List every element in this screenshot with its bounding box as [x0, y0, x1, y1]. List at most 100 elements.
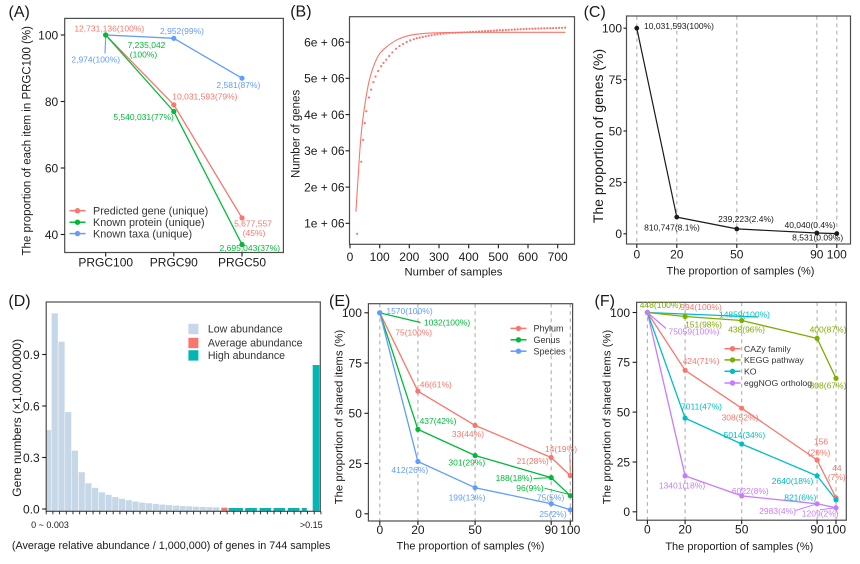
svg-text:5,677,557: 5,677,557: [234, 219, 272, 229]
svg-text:100: 100: [370, 250, 390, 264]
svg-text:Low abundance: Low abundance: [208, 324, 283, 336]
svg-text:25: 25: [617, 455, 631, 469]
svg-text:46(61%): 46(61%): [420, 380, 452, 390]
svg-text:50: 50: [730, 247, 744, 261]
svg-text:40: 40: [45, 228, 59, 242]
svg-text:100: 100: [610, 306, 630, 320]
svg-text:The proportion of shared items: The proportion of shared items (%): [334, 329, 346, 504]
svg-text:75059(100%): 75059(100%): [668, 327, 719, 337]
svg-text:2640(18%): 2640(18%): [772, 476, 814, 486]
svg-text:2983(4%): 2983(4%): [759, 506, 796, 516]
svg-text:20: 20: [678, 523, 692, 537]
svg-text:The proportion of samples (%): The proportion of samples (%): [667, 265, 815, 277]
svg-text:424(71%): 424(71%): [683, 356, 720, 366]
svg-text:The proportion of genes (%): The proportion of genes (%): [590, 49, 606, 223]
svg-text:100: 100: [826, 523, 846, 537]
svg-text:50: 50: [349, 407, 363, 421]
svg-text:810,747(8.1%): 810,747(8.1%): [644, 222, 700, 232]
svg-text:0.6: 0.6: [23, 399, 40, 413]
svg-text:PRGC50: PRGC50: [218, 256, 266, 270]
svg-text:0: 0: [347, 250, 354, 264]
svg-text:1e + 06: 1e + 06: [304, 217, 345, 231]
svg-text:(C): (C): [584, 4, 606, 21]
svg-text:PRGC90: PRGC90: [150, 256, 198, 270]
svg-text:60: 60: [45, 161, 59, 175]
svg-text:50: 50: [735, 523, 749, 537]
svg-text:50: 50: [609, 124, 623, 138]
svg-text:75: 75: [349, 356, 363, 370]
svg-text:2e + 06: 2e + 06: [304, 180, 345, 194]
svg-text:0: 0: [615, 227, 622, 241]
svg-text:239,223(2.4%): 239,223(2.4%): [718, 214, 774, 224]
svg-text:44: 44: [832, 463, 842, 473]
svg-text:(26%): (26%): [808, 447, 831, 457]
svg-text:90: 90: [810, 523, 824, 537]
svg-text:KO: KO: [744, 367, 757, 377]
svg-text:0: 0: [376, 523, 383, 537]
svg-text:0.9: 0.9: [23, 348, 40, 362]
svg-text:50: 50: [468, 523, 482, 537]
svg-text:40,040(0.4%): 40,040(0.4%): [784, 220, 835, 230]
svg-text:>0.15: >0.15: [300, 520, 323, 530]
svg-text:200: 200: [399, 250, 419, 264]
svg-text:0: 0: [623, 505, 630, 519]
svg-text:The proportion of shared items: The proportion of shared items (%): [602, 329, 614, 504]
svg-text:KEGG pathway: KEGG pathway: [744, 355, 805, 365]
svg-text:Gene numbers (×1,000,0000): Gene numbers (×1,000,0000): [10, 339, 24, 497]
svg-text:600: 600: [518, 250, 538, 264]
svg-text:100: 100: [602, 22, 622, 36]
svg-text:821(6%): 821(6%): [784, 493, 816, 503]
svg-text:308(67%): 308(67%): [810, 381, 847, 391]
svg-text:(B): (B): [290, 4, 311, 21]
svg-text:25: 25: [609, 176, 623, 190]
svg-text:90: 90: [810, 247, 824, 261]
svg-text:20: 20: [411, 523, 425, 537]
svg-text:100: 100: [827, 247, 847, 261]
svg-text:75: 75: [609, 73, 623, 87]
svg-text:0: 0: [644, 523, 651, 537]
svg-text:300: 300: [429, 250, 449, 264]
svg-text:Genus: Genus: [534, 335, 561, 345]
svg-text:12,731,136(100%): 12,731,136(100%): [74, 23, 144, 33]
svg-text:33(44%): 33(44%): [452, 429, 484, 439]
svg-text:(100%): (100%): [130, 50, 158, 60]
svg-text:4e + 06: 4e + 06: [304, 108, 345, 122]
svg-text:6022(8%): 6022(8%): [732, 486, 769, 496]
svg-text:75(5%): 75(5%): [537, 493, 565, 503]
svg-text:2,974(100%): 2,974(100%): [71, 55, 120, 65]
svg-text:13401(18%): 13401(18%): [659, 480, 705, 490]
svg-text:8,531(0.09%): 8,531(0.09%): [792, 232, 843, 242]
svg-text:0.0: 0.0: [23, 502, 40, 516]
svg-text:75: 75: [617, 356, 631, 370]
svg-text:14(19%): 14(19%): [545, 444, 577, 454]
svg-text:7011(47%): 7011(47%): [681, 402, 722, 412]
svg-text:eggNOG ortholog: eggNOG ortholog: [744, 378, 812, 388]
svg-text:188(18%): 188(18%): [496, 473, 533, 483]
svg-text:10,031,593(79%): 10,031,593(79%): [172, 92, 237, 102]
svg-text:75(100%): 75(100%): [395, 328, 432, 338]
svg-text:Known taxa (unique): Known taxa (unique): [93, 228, 192, 240]
svg-text:Number of samples: Number of samples: [405, 266, 503, 278]
svg-text:14859(100%): 14859(100%): [719, 310, 770, 320]
svg-text:Predicted gene (unique): Predicted gene (unique): [93, 206, 208, 218]
svg-text:400(87%): 400(87%): [810, 324, 847, 334]
svg-text:308(52%): 308(52%): [722, 413, 759, 423]
svg-text:400: 400: [459, 250, 479, 264]
svg-text:2,695,043(37%): 2,695,043(37%): [220, 243, 281, 253]
svg-text:(E): (E): [329, 293, 350, 310]
svg-text:(45%): (45%): [243, 228, 266, 238]
svg-text:Species: Species: [534, 347, 567, 357]
svg-text:Average abundance: Average abundance: [208, 338, 303, 350]
svg-text:151(98%): 151(98%): [685, 320, 722, 330]
svg-text:The proportion of samples (%): The proportion of samples (%): [665, 541, 813, 553]
svg-text:437(42%): 437(42%): [420, 416, 457, 426]
svg-text:5e + 06: 5e + 06: [304, 72, 345, 86]
svg-text:20: 20: [670, 247, 684, 261]
svg-text:(Average relative abundance /: (Average relative abundance / 1,000,000)…: [12, 540, 331, 552]
svg-text:High abundance: High abundance: [208, 350, 285, 362]
svg-text:301(29%): 301(29%): [448, 458, 485, 468]
svg-text:90: 90: [545, 523, 559, 537]
svg-text:The proportion of each item in: The proportion of each item in PRGC100 (…: [22, 26, 34, 256]
svg-text:PRGC100: PRGC100: [78, 256, 133, 270]
svg-text:5,540,031(77%): 5,540,031(77%): [113, 112, 174, 122]
